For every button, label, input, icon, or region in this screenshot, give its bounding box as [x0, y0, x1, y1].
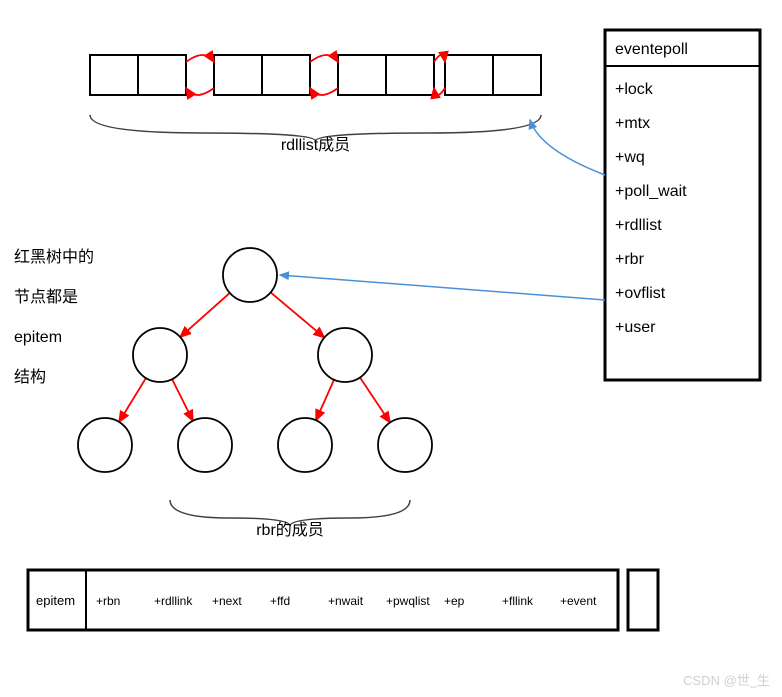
rdllist-label: rdllist成员 [281, 136, 350, 154]
epitem-field: +event [560, 594, 597, 608]
rbr-label: rbr的成员 [256, 521, 324, 539]
epitem-field: +rbn [96, 594, 120, 608]
tree-caption-line: epitem [14, 329, 62, 346]
eventepoll-field: +lock [615, 81, 654, 98]
pointer-arrow-rbr [280, 275, 605, 300]
eventepoll-field: +rbr [615, 251, 645, 268]
tree-edge [180, 293, 230, 337]
list-link-arrow [434, 55, 445, 62]
epitem-field: +next [212, 594, 242, 608]
eventepoll-title: eventepoll [615, 41, 688, 58]
list-link-arrow [310, 55, 338, 62]
eventepoll-field: +user [615, 319, 656, 336]
tree-edge [360, 377, 390, 422]
epitem-field: +rdllink [154, 594, 193, 608]
eventepoll-field: +mtx [615, 115, 650, 132]
epitem-field: +pwqlist [386, 594, 430, 608]
epitem-field: +ep [444, 594, 465, 608]
list-link-arrow [434, 88, 445, 95]
tree-edge [119, 378, 146, 422]
list-link-arrow [186, 55, 214, 62]
epitem-field: +ffd [270, 594, 290, 608]
epitem-field: +fllink [502, 594, 534, 608]
eventepoll-field: +ovflist [615, 285, 666, 302]
tree-node [223, 248, 277, 302]
tree-node [278, 418, 332, 472]
tree-caption-line: 节点都是 [14, 288, 78, 306]
tree-node [78, 418, 132, 472]
epitem-title: epitem [36, 593, 75, 608]
tree-node [178, 418, 232, 472]
epitem-tail [628, 570, 658, 630]
list-link-arrow [310, 88, 338, 95]
epitem-field: +nwait [328, 594, 364, 608]
tree-edge [172, 379, 193, 421]
watermark: CSDN @世_生 [683, 673, 770, 688]
eventepoll-field: +rdllist [615, 217, 662, 234]
pointer-arrow-rdllist [530, 120, 605, 175]
eventepoll-field: +wq [615, 149, 645, 166]
tree-edge [271, 292, 325, 337]
tree-node [378, 418, 432, 472]
tree-edge [316, 380, 334, 421]
diagram-canvas: rdllist成员 eventepoll +lock +mtx +wq +poll_wai… [0, 0, 782, 697]
tree-node [318, 328, 372, 382]
list-link-arrow [186, 88, 214, 95]
tree-caption-line: 结构 [14, 368, 46, 386]
tree-caption-line: 红黑树中的 [14, 248, 94, 266]
tree-node [133, 328, 187, 382]
eventepoll-field: +poll_wait [615, 183, 687, 200]
